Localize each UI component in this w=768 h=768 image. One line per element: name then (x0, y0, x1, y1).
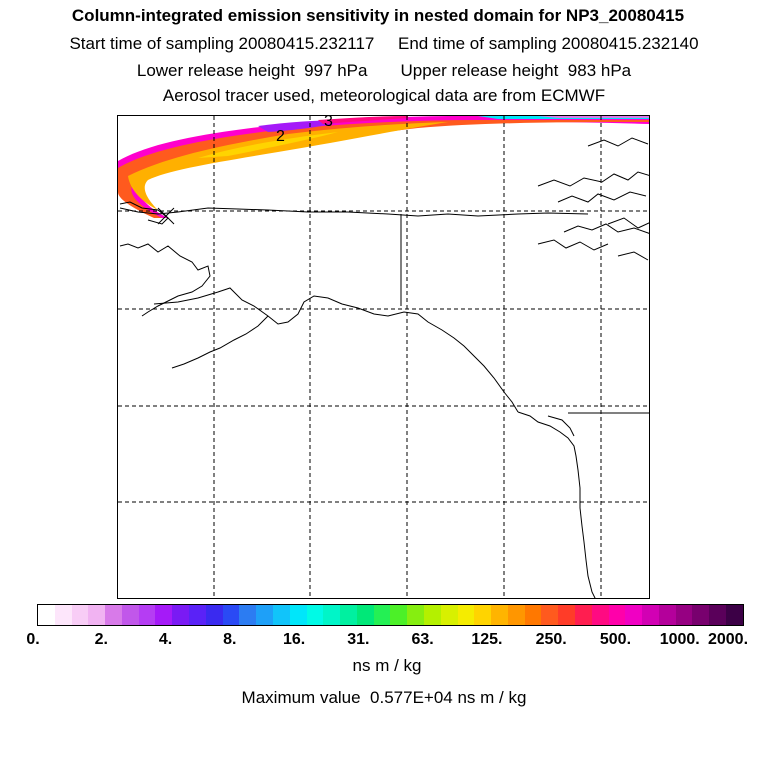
colorbar-units: ns m / kg (352, 656, 422, 675)
colorbar-swatch (608, 605, 626, 625)
colorbar-swatch (491, 605, 508, 625)
colorbar-tick-label: 31. (347, 631, 370, 648)
colorbar-swatch (38, 605, 55, 625)
colorbar-swatch (642, 605, 659, 625)
colorbar-swatch (474, 605, 492, 625)
coastlines (119, 137, 649, 598)
colorbar-swatch (54, 605, 72, 625)
sampling-time-line: Start time of sampling 20080415.232117 E… (69, 34, 699, 53)
contour-label-2: 2 (276, 128, 285, 145)
colorbar-swatch (189, 605, 206, 625)
release-height-line: Lower release height 997 hPa Upper relea… (136, 61, 632, 80)
colorbar-swatch (239, 605, 257, 625)
colorbar-swatch (222, 605, 240, 625)
release-point-marker (157, 207, 175, 225)
colorbar-swatch (356, 605, 374, 625)
colorbar-swatch (205, 605, 223, 625)
colorbar-swatch (256, 605, 273, 625)
colorbar-swatch (323, 605, 341, 625)
colorbar-swatch (524, 605, 542, 625)
contour-label-3: 3 (324, 116, 333, 130)
colorbar-swatch (726, 605, 743, 625)
colorbar-swatch (558, 605, 575, 625)
colorbar-swatch (423, 605, 441, 625)
colorbar-swatch (340, 605, 357, 625)
colorbar-swatch (575, 605, 592, 625)
colorbar-swatch (541, 605, 559, 625)
colorbar-swatch (390, 605, 408, 625)
colorbar-tick-label: 2000. (707, 631, 749, 648)
colorbar-swatch (172, 605, 190, 625)
colorbar-swatch (105, 605, 122, 625)
colorbar-swatch (675, 605, 693, 625)
map-svg: 2 3 (118, 116, 649, 598)
maximum-value: Maximum value 0.577E+04 ns m / kg (241, 688, 527, 707)
colorbar-tick-label: 63. (411, 631, 434, 648)
tracer-info-line: Aerosol tracer used, meteorological data… (162, 86, 606, 105)
colorbar-swatch (71, 605, 89, 625)
colorbar-tick-label: 125. (471, 631, 503, 648)
colorbar-swatch (155, 605, 173, 625)
map-panel: 2 3 (117, 115, 650, 599)
colorbar-swatch (306, 605, 324, 625)
colorbar-tick-label: 8. (223, 631, 237, 648)
colorbar-swatch (692, 605, 710, 625)
colorbar-swatch (457, 605, 475, 625)
colorbar-swatch (272, 605, 290, 625)
colorbar-swatch (138, 605, 156, 625)
colorbar-swatch (440, 605, 458, 625)
colorbar-tick-label: 0. (26, 631, 40, 648)
emission-plume (118, 116, 649, 218)
colorbar-swatch (407, 605, 424, 625)
colorbar-swatch (121, 605, 139, 625)
colorbar-swatch (591, 605, 609, 625)
colorbar-tick-label: 2. (94, 631, 108, 648)
colorbar-swatch (658, 605, 676, 625)
colorbar-tick-label: 4. (158, 631, 173, 648)
colorbar-swatch (507, 605, 525, 625)
colorbar-tick-label: 16. (282, 631, 306, 648)
colorbar-tick-label: 250. (535, 631, 567, 648)
colorbar-swatch (373, 605, 391, 625)
colorbar (37, 604, 744, 626)
colorbar-swatch (625, 605, 643, 625)
colorbar-swatch (88, 605, 106, 625)
colorbar-tick-label: 1000. (659, 631, 700, 648)
lat-lon-grid (118, 116, 649, 598)
colorbar-swatch (289, 605, 307, 625)
plot-title: Column-integrated emission sensitivity i… (71, 6, 685, 25)
colorbar-tick-label: 500. (599, 631, 632, 648)
colorbar-swatch (709, 605, 727, 625)
